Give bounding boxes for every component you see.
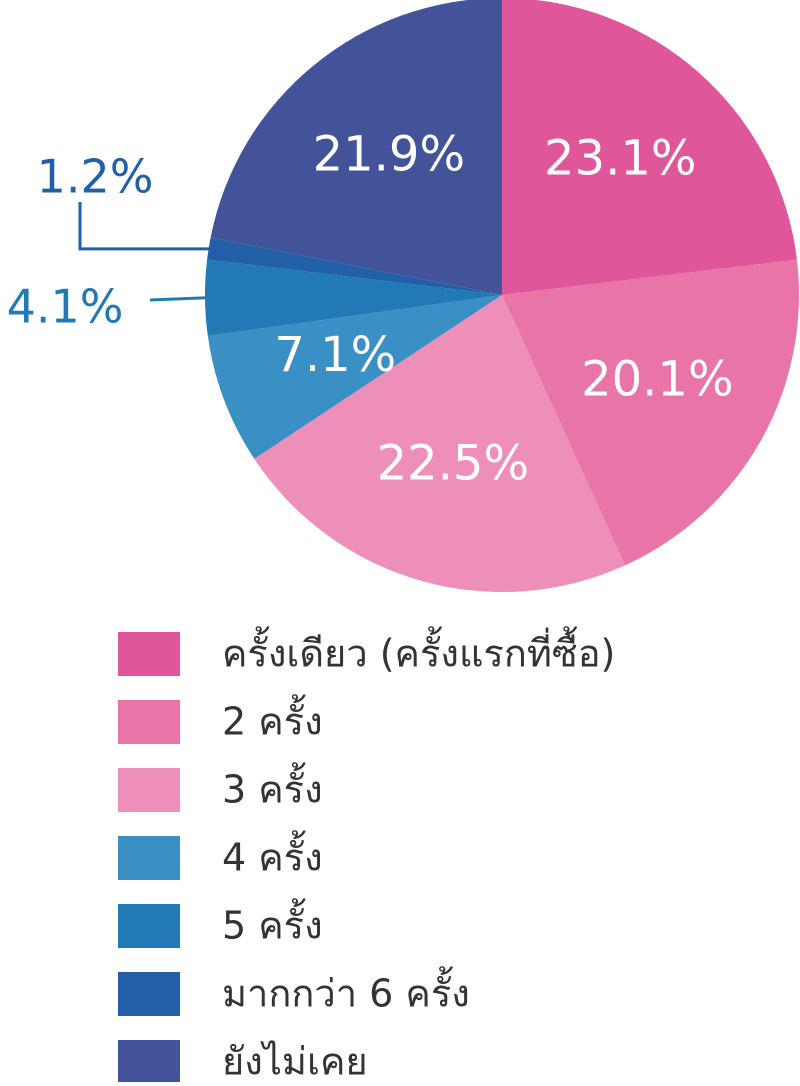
pie-slice xyxy=(254,295,626,592)
pie-slice xyxy=(502,259,799,566)
legend-swatch xyxy=(118,836,180,880)
pie-slice xyxy=(204,259,502,336)
data-label: 22.5% xyxy=(377,435,529,491)
data-label: 7.1% xyxy=(274,327,396,383)
leader-line xyxy=(78,202,211,251)
legend-label: 5 ครั้ง xyxy=(222,898,323,948)
legend-swatch xyxy=(118,972,180,1016)
legend-swatch xyxy=(118,1040,180,1084)
legend-swatch xyxy=(118,768,180,812)
legend-swatch xyxy=(118,904,180,948)
legend-label: 4 ครั้ง xyxy=(222,830,323,880)
legend-label: 2 ครั้ง xyxy=(222,694,323,744)
legend-label: ยังไม่เคย xyxy=(222,1040,368,1083)
legend-label: 3 ครั้ง xyxy=(222,762,323,812)
data-label: 4.1% xyxy=(7,280,124,334)
legend-swatch xyxy=(118,700,180,744)
pie-slice xyxy=(207,237,502,295)
data-label: 20.1% xyxy=(581,351,733,407)
pie-slice xyxy=(207,295,503,459)
legend-swatch xyxy=(118,632,180,676)
legend-label: มากกว่า 6 ครั้ง xyxy=(222,966,470,1016)
data-label: 21.9% xyxy=(313,126,465,182)
data-label: 1.2% xyxy=(37,150,154,204)
legend-label: ครั้งเดียว (ครั้งแรกที่ซื้อ) xyxy=(222,626,615,676)
leader-line xyxy=(149,296,208,302)
data-label: 23.1% xyxy=(544,131,696,187)
pie-slice xyxy=(502,0,797,295)
pie-slice xyxy=(210,0,502,295)
